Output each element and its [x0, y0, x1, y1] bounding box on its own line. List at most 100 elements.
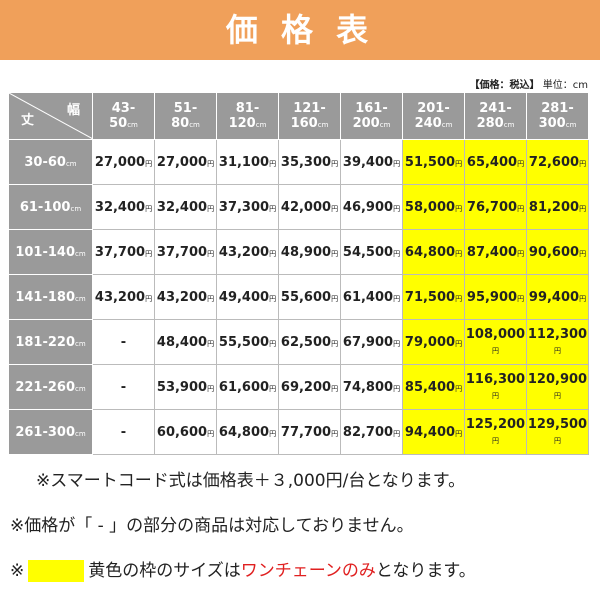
row: 261-300cm -60,600円 64,800円 77,700円 82,700円 94…: [8, 409, 589, 455]
price-cell: 27,000円: [92, 139, 155, 185]
price-cell: 87,400円: [464, 229, 527, 275]
col-bottom: 200: [352, 116, 380, 131]
unit: 円: [331, 159, 339, 168]
unit: cm: [255, 121, 267, 129]
price-cell: 43,200円: [92, 274, 155, 320]
price-cell: 39,400円: [340, 139, 403, 185]
col-top: 51-: [173, 101, 198, 116]
unit: 円: [517, 294, 525, 303]
price: 58,000: [404, 199, 456, 215]
row-label: 101-140: [15, 244, 75, 260]
price: 31,100: [218, 154, 270, 170]
price-cell: 49,400円: [216, 274, 279, 320]
note: ※ 黄色の枠のサイズはワンチェーンのみとなります。: [10, 556, 476, 582]
unit: 円: [455, 249, 463, 258]
price-cell: 129,500 円: [526, 409, 589, 455]
unit: 円: [579, 294, 587, 303]
unit: 円: [492, 437, 499, 445]
column-header: 161- 200cm: [340, 92, 403, 140]
row: 141-180cm 43,200円 43,200円 49,400円 55,600円 61,…: [8, 274, 589, 320]
unit: 円: [207, 294, 215, 303]
row: 181-220cm -48,400円 55,500円 62,500円 67,900円 79…: [8, 319, 589, 365]
price: 61,400: [342, 289, 394, 305]
price: 112,300: [527, 327, 588, 342]
note-emphasis: ワンチェーンのみ: [240, 561, 376, 581]
column-header: 241- 280cm: [464, 92, 527, 140]
column-header: 81- 120cm: [216, 92, 279, 140]
price: 125,200: [465, 417, 526, 432]
row-label: 221-260: [15, 379, 75, 395]
price-cell: 71,500円: [402, 274, 465, 320]
row-label: 261-300: [15, 424, 75, 440]
price-cell: 112,300 円: [526, 319, 589, 365]
price-cell: 58,000円: [402, 184, 465, 230]
header-row: 幅丈 43- 50cm 51- 80cm 81- 120cm 121- 160cm 161- 200…: [8, 92, 589, 140]
column-header: 43- 50cm: [92, 92, 155, 140]
row-header: 141-180cm: [8, 274, 93, 320]
column-header: 121- 160cm: [278, 92, 341, 140]
unit: 円: [492, 392, 499, 400]
row-header: 30-60cm: [8, 139, 93, 185]
price: 43,200: [156, 289, 208, 305]
price-cell: 90,600円: [526, 229, 589, 275]
price: 108,000: [465, 327, 526, 342]
price: 95,900: [466, 289, 518, 305]
row: 61-100cm 32,400円 32,400円 37,300円 42,000円 46,9…: [8, 184, 589, 230]
price: 43,200: [94, 289, 146, 305]
unit: 円: [207, 249, 215, 258]
unit: 円: [554, 392, 561, 400]
price: 85,400: [404, 379, 456, 395]
price: 51,500: [404, 154, 456, 170]
col-bottom: 240: [414, 116, 442, 131]
price-cell: 32,400円: [154, 184, 217, 230]
price: -: [120, 379, 127, 395]
unit: cm: [189, 121, 200, 129]
price: 69,200: [280, 379, 332, 395]
unit: 円: [207, 429, 215, 438]
unit: 円: [145, 249, 153, 258]
col-bottom: 120: [228, 116, 256, 131]
note: ※価格が「 - 」の部分の商品は対応しておりません。: [10, 516, 414, 536]
price-cell: 60,600円: [154, 409, 217, 455]
price: 64,800: [218, 424, 270, 440]
unit: 円: [207, 384, 215, 393]
price-cell: 37,300円: [216, 184, 279, 230]
price-cell: 67,900円: [340, 319, 403, 365]
note-mark: ※: [10, 561, 25, 581]
price-cell: 55,500円: [216, 319, 279, 365]
price-cell: 77,700円: [278, 409, 341, 455]
price-cell: 64,800円: [216, 409, 279, 455]
price: 71,500: [404, 289, 456, 305]
price-cell: 116,300 円: [464, 364, 527, 410]
price: 48,900: [280, 244, 332, 260]
row-label: 181-220: [15, 334, 75, 350]
price-cell: 48,900円: [278, 229, 341, 275]
price: 54,500: [342, 244, 394, 260]
column-header: 281- 300cm: [526, 92, 589, 140]
price: 94,400: [404, 424, 456, 440]
row: 30-60cm 27,000円 27,000円 31,100円 35,300円 39,40…: [8, 139, 589, 185]
price: 62,500: [280, 334, 332, 350]
diagonal: [9, 93, 93, 139]
price-cell: 62,500円: [278, 319, 341, 365]
price: 77,700: [280, 424, 332, 440]
row-header: 181-220cm: [8, 319, 93, 365]
price-cell: 35,300円: [278, 139, 341, 185]
price-cell: 69,200円: [278, 364, 341, 410]
price-cell: 37,700円: [92, 229, 155, 275]
unit: 円: [331, 294, 339, 303]
unit: 円: [579, 204, 587, 213]
price: 53,900: [156, 379, 208, 395]
col-bottom: 300: [538, 116, 566, 131]
price-cell: 85,400円: [402, 364, 465, 410]
col-bottom: 80: [171, 116, 190, 131]
unit: 円: [207, 204, 215, 213]
unit: cm: [75, 384, 86, 393]
price: 76,700: [466, 199, 518, 215]
corner-height: 丈: [21, 113, 35, 128]
unit: 円: [393, 159, 401, 168]
col-top: 121-: [293, 101, 326, 116]
price: 37,700: [156, 244, 208, 260]
price: 79,000: [404, 334, 456, 350]
price: 37,300: [218, 199, 270, 215]
